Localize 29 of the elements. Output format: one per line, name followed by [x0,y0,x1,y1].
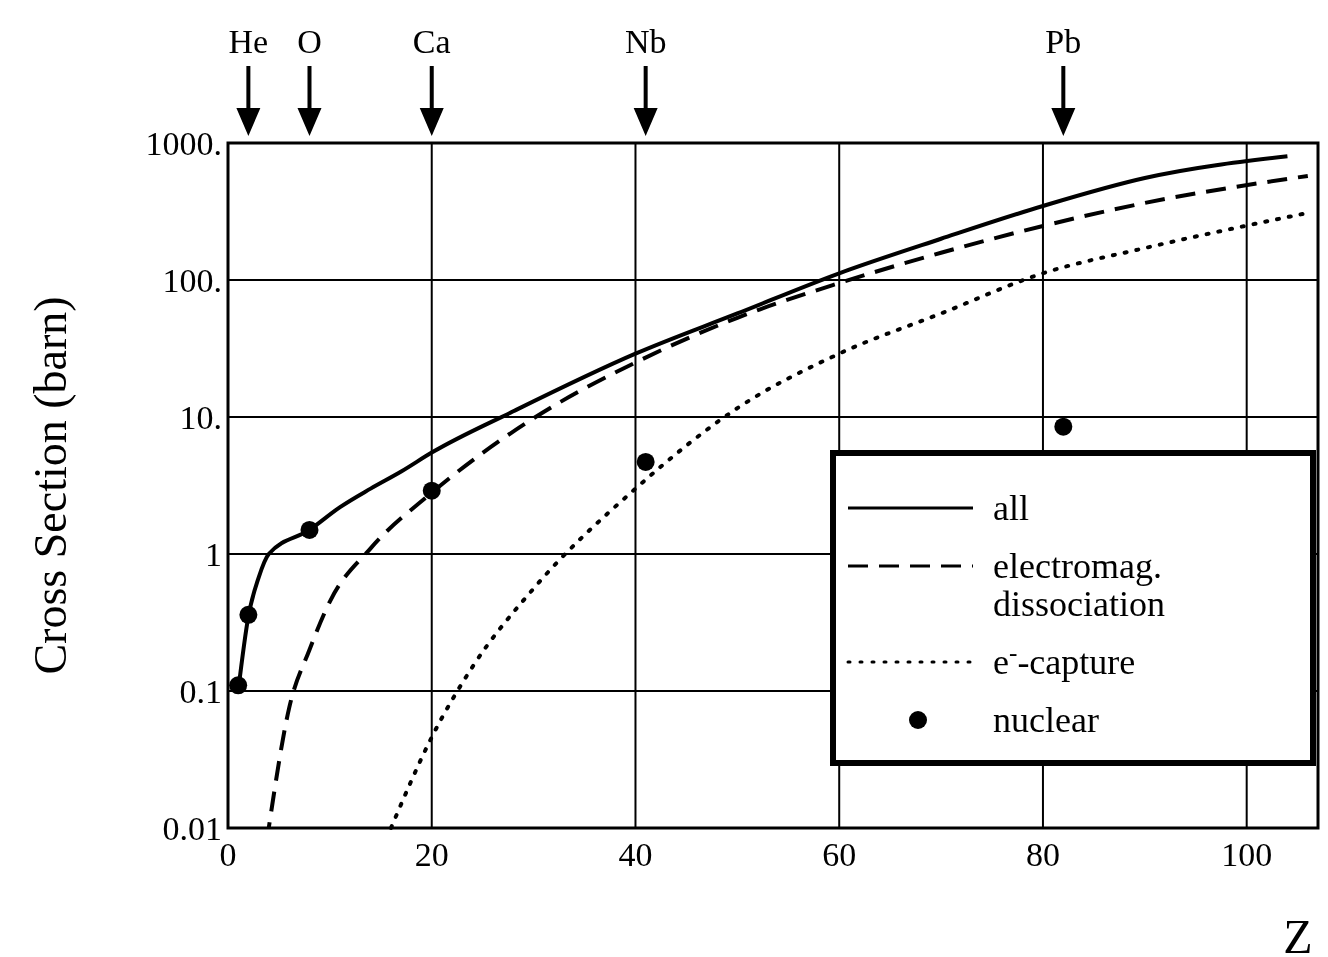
legend-label: electromag. dissociation [993,546,1165,624]
x-tick-label: 80 [1025,836,1060,873]
y-tick-label: 10. [179,399,222,436]
text: Nb [624,23,667,60]
x-tick-label: 20 [414,836,449,873]
y-tick-label: 0.01 [162,810,222,847]
y-tick-label: 100. [162,262,222,299]
x-tick-label: 60 [822,836,857,873]
point [229,676,248,695]
x-axis-title: Z [1283,910,1313,957]
x-tick-label: 0 [219,836,237,873]
y-tick-label: 1000. [145,125,222,162]
legend-label: e$^{-}$-capture [993,638,1136,682]
point [636,452,655,471]
point [422,481,441,500]
point [239,605,258,624]
text: He [228,23,269,60]
y-axis-title: Cross Section (barn) [25,296,76,675]
y-tick-label: 0.1 [179,673,222,710]
text: O [297,23,322,60]
text: Ca [412,23,451,60]
legend-label: nuclear [993,700,1099,740]
y-tick-label: 1 [205,536,222,573]
legend-label: all [993,488,1029,528]
x-tick-label: 100 [1221,836,1273,873]
text: Pb [1045,23,1082,60]
point [300,520,319,539]
point [1054,417,1073,436]
x-tick-label: 40 [618,836,653,873]
